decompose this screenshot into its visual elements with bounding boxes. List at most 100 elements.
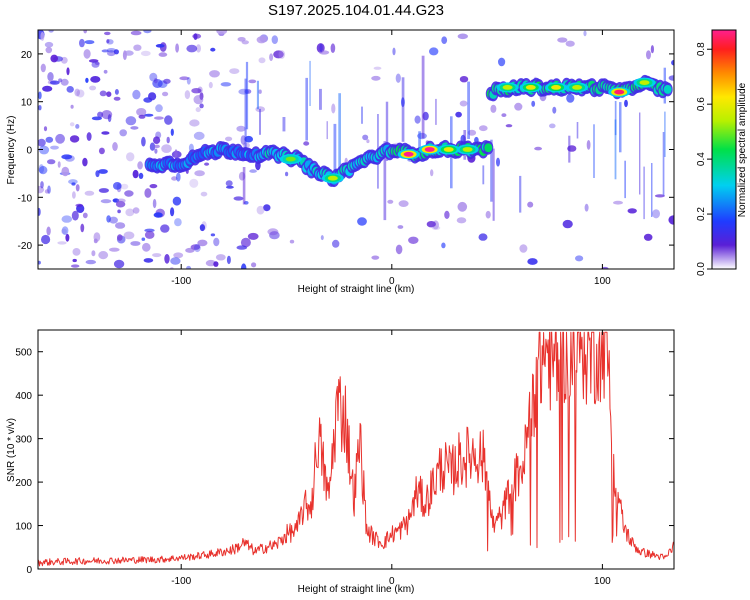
heatmap-noise-cell	[204, 162, 210, 166]
heatmap-noise-cell	[534, 146, 542, 151]
heatmap-noise-cell	[455, 111, 462, 118]
heatmap-noise-cell	[531, 100, 536, 107]
heatmap-noise-cell	[199, 224, 205, 232]
heatmap-noise-cell	[91, 61, 100, 68]
heatmap-y-tick-label: -10	[18, 193, 33, 204]
snr-y-tick-label: 200	[15, 478, 32, 489]
heatmap-noise-cell	[106, 39, 114, 45]
heatmap-noise-cell	[249, 169, 257, 173]
snr-y-axis-label: SNR (10 * v/v)	[6, 418, 17, 482]
heatmap-noise-cell	[247, 232, 259, 240]
heatmap-noise-cell	[668, 215, 674, 225]
heatmap-noise-cell	[565, 40, 575, 47]
heatmap-streak	[421, 55, 425, 139]
heatmap-noise-cell	[562, 219, 573, 229]
heatmap-noise-cell	[303, 141, 310, 146]
heatmap-streak	[593, 124, 595, 178]
heatmap-noise-cell	[527, 258, 538, 265]
heatmap-noise-cell	[85, 259, 97, 265]
heatmap-x-tick-label: 0	[389, 276, 395, 287]
heatmap-streak	[664, 111, 666, 157]
heatmap-noise-cell	[84, 190, 95, 196]
heatmap-noise-cell	[61, 166, 70, 177]
heatmap-noise-cell	[44, 41, 54, 48]
heatmap-noise-cell	[459, 76, 469, 83]
heatmap-noise-cell	[225, 136, 233, 142]
heatmap-streak	[401, 77, 405, 142]
heatmap-noise-cell	[441, 36, 448, 44]
heatmap-noise-cell	[72, 191, 76, 199]
heatmap-noise-cell	[38, 145, 50, 155]
heatmap-noise-cell	[117, 209, 121, 214]
heatmap-noise-cell	[101, 110, 113, 120]
heatmap-noise-cell	[144, 228, 155, 233]
heatmap-noise-cell	[331, 103, 336, 114]
heatmap-noise-cell	[226, 255, 231, 265]
heatmap-streak	[244, 78, 247, 160]
heatmap-noise-cell	[50, 54, 58, 63]
heatmap-noise-cell	[444, 210, 450, 219]
heatmap-noise-cell	[392, 47, 396, 56]
heatmap-noise-cell	[258, 89, 262, 94]
heatmap-noise-cell	[57, 161, 61, 168]
heatmap-noise-cell	[225, 180, 233, 187]
heatmap-peak	[572, 85, 583, 90]
heatmap-noise-cell	[236, 245, 248, 250]
heatmap-noise-cell	[107, 50, 116, 57]
heatmap-noise-cell	[161, 144, 172, 154]
heatmap-noise-cell	[170, 257, 181, 265]
heatmap-noise-cell	[220, 82, 232, 87]
heatmap-noise-cell	[485, 210, 491, 219]
heatmap-noise-cell	[267, 228, 279, 236]
heatmap-noise-cell	[174, 218, 182, 227]
heatmap-streak	[619, 102, 622, 153]
heatmap-noise-cell	[132, 207, 140, 214]
heatmap-streak	[435, 98, 437, 125]
heatmap-noise-cell	[142, 242, 151, 252]
heatmap-noise-cell	[154, 116, 164, 120]
heatmap-streak	[418, 131, 421, 154]
heatmap-noise-cell	[233, 196, 244, 201]
heatmap-noise-cell	[50, 145, 59, 150]
heatmap-noise-cell	[38, 260, 41, 265]
heatmap-noise-cell	[210, 47, 216, 52]
colorbar-ticks: 0.0 0.2 0.4 0.6 0.8	[696, 42, 712, 276]
heatmap-noise-cell	[189, 119, 200, 127]
heatmap-noise-cell	[650, 45, 655, 54]
heatmap-noise-cell	[457, 201, 468, 212]
heatmap-noise-cell	[209, 70, 220, 78]
heatmap-noise-cell	[575, 255, 584, 262]
heatmap-noise-cell	[90, 76, 101, 83]
colorbar-tick-label: 0.2	[696, 207, 707, 221]
heatmap-streak	[256, 80, 259, 110]
heatmap-noise-cell	[143, 258, 154, 263]
heatmap-noise-cell	[273, 50, 284, 59]
heatmap-noise-cell	[93, 232, 101, 242]
heatmap-noise-cell	[76, 89, 85, 98]
heatmap-noise-cell	[490, 104, 497, 113]
heatmap-noise-cell	[124, 190, 134, 197]
heatmap-noise-cell	[189, 178, 199, 188]
heatmap-noise-cell	[319, 43, 323, 53]
heatmap-noise-cell	[557, 37, 568, 43]
heatmap-noise-cell	[40, 181, 44, 189]
heatmap-noise-cell	[66, 67, 70, 76]
heatmap-noise-cell	[170, 128, 174, 136]
heatmap-peak	[285, 156, 296, 162]
heatmap-peak	[462, 147, 473, 152]
heatmap-peak	[327, 175, 338, 181]
heatmap-noise-cell	[155, 104, 163, 113]
heatmap-noise-cell	[38, 91, 42, 100]
heatmap-noise-cell	[42, 85, 53, 92]
heatmap-noise-cell	[289, 239, 295, 244]
heatmap-noise-cell	[65, 233, 70, 242]
snr-y-tick-label: 400	[15, 391, 32, 402]
heatmap-noise-cell	[199, 103, 204, 109]
heatmap-noise-cell	[98, 169, 108, 174]
heatmap-noise-cell	[123, 231, 135, 240]
heatmap-noise-cell	[160, 224, 170, 233]
heatmap-noise-cell	[113, 49, 119, 55]
snr-panel: -100 0 100 0 100 200 300 400 500 Height of strai…	[6, 329, 675, 595]
heatmap-noise-cell	[95, 170, 100, 178]
